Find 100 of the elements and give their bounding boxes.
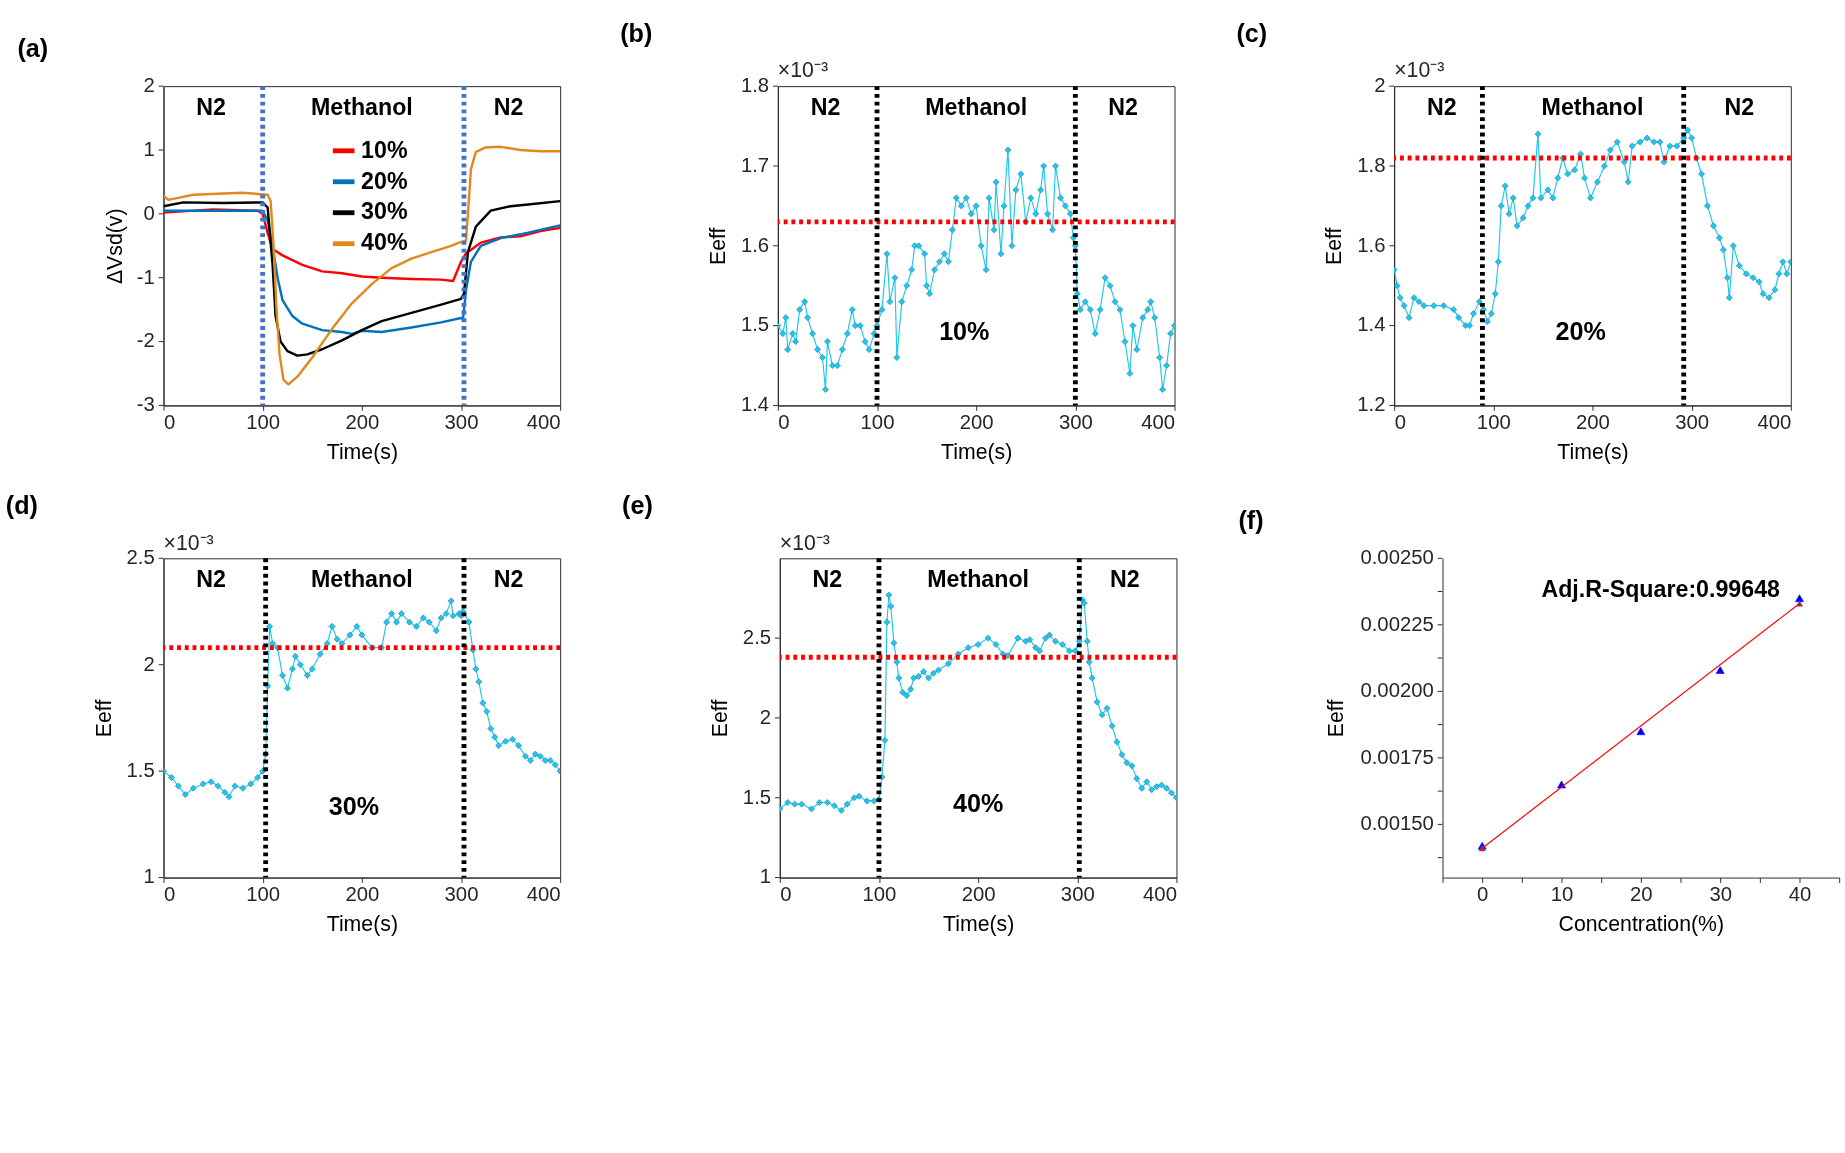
x-tick-label: 300	[1058, 411, 1093, 434]
chart-title: (f)	[1238, 506, 1264, 535]
annotation: N2	[493, 566, 524, 593]
y-tick-label: 1.8	[740, 73, 770, 96]
text: ×10⁻³	[1394, 58, 1445, 83]
x-tick-label: 400	[1757, 411, 1792, 434]
x-axis-title: Time(s)	[326, 440, 398, 465]
y-tick-label: 0.00225	[1360, 612, 1434, 635]
y-tick-label: 1.5	[126, 758, 155, 781]
x-tick-label: 300	[1675, 411, 1710, 434]
x-tick-label: 200	[345, 411, 380, 434]
x-axis-title: Time(s)	[326, 912, 398, 937]
x-tick-label: 400	[1141, 411, 1176, 434]
y-tick-label: 1.6	[740, 233, 770, 256]
x-tick-label: 200	[1576, 411, 1610, 434]
annotation: N2	[1108, 94, 1138, 121]
y-tick-label: 2.5	[742, 625, 772, 648]
legend-label: 20%	[361, 167, 408, 194]
y-tick-label: 1.4	[1357, 313, 1386, 336]
annotation: Methanol	[925, 94, 1028, 121]
x-axis-title: Time(s)	[941, 440, 1013, 465]
y-tick-label: -2	[136, 329, 155, 352]
y-tick-label: 0.00250	[1360, 546, 1434, 569]
x-tick-label: 20	[1630, 883, 1653, 906]
x-tick-label: 300	[444, 411, 479, 434]
annotation: N2	[493, 94, 524, 121]
annotation: N2	[1724, 94, 1755, 121]
y-axis-title: Eeff	[708, 699, 733, 738]
legend-label: 10%	[361, 136, 408, 163]
y-tick-label: 1.2	[1357, 393, 1386, 416]
annotation: 10%	[939, 316, 990, 345]
annotation: Methanol	[310, 94, 413, 121]
x-tick-label: 40	[1788, 883, 1812, 906]
x-tick-label: 200	[959, 411, 994, 434]
y-tick-label: 1.8	[1357, 153, 1386, 176]
y-axis-title: Eeff	[706, 227, 731, 266]
annotation: 40%	[952, 788, 1004, 817]
x-tick-label: 0	[163, 411, 176, 434]
annotation: N2	[196, 94, 226, 121]
annotation: 20%	[1555, 316, 1606, 345]
chart-title: (b)	[620, 18, 653, 47]
annotation: N2	[810, 94, 841, 121]
x-tick-label: 400	[526, 411, 561, 434]
chart-title: (e)	[622, 490, 653, 519]
chart-title: (a)	[17, 34, 49, 63]
chart-title: (d)	[5, 490, 38, 519]
x-axis-title: Time(s)	[1557, 440, 1629, 465]
x-tick-label: 100	[1476, 411, 1511, 434]
y-axis-title: ΔVsd(v)	[103, 208, 128, 285]
x-axis-title: Time(s)	[942, 912, 1015, 937]
legend-label: 40%	[361, 229, 408, 256]
x-tick-label: 200	[961, 883, 996, 906]
chart-title: (c)	[1236, 18, 1268, 47]
y-axis-title: Eeff	[1324, 699, 1349, 738]
y-tick-label: 2	[143, 652, 155, 675]
y-tick-label: 2.5	[126, 546, 155, 569]
x-tick-label: 400	[526, 883, 561, 906]
x-tick-label: 10	[1550, 883, 1574, 906]
legend-label: 30%	[361, 198, 408, 225]
annotation: Methanol	[310, 566, 413, 593]
x-tick-label: 100	[862, 883, 897, 906]
y-tick-label: 0.00200	[1360, 679, 1434, 702]
y-tick-label: 1	[143, 865, 155, 888]
annotation: Methanol	[1541, 94, 1644, 121]
y-tick-label: -3	[136, 393, 155, 416]
annotation: N2	[1426, 94, 1457, 121]
y-tick-label: -1	[136, 265, 155, 288]
x-tick-label: 100	[246, 883, 281, 906]
y-tick-label: 1.7	[740, 153, 770, 176]
annotation: N2	[812, 566, 843, 593]
annotation: N2	[196, 566, 226, 593]
y-tick-label: 1.6	[1357, 233, 1386, 256]
x-tick-label: 400	[1143, 883, 1177, 906]
annotation: Methanol	[927, 566, 1030, 593]
y-tick-label: 0.00150	[1360, 812, 1434, 835]
y-tick-label: 2	[143, 73, 155, 96]
text: ×10⁻³	[777, 58, 829, 83]
y-tick-label: 1	[759, 865, 772, 888]
x-tick-label: 0	[163, 883, 176, 906]
x-tick-label: 300	[1060, 883, 1095, 906]
annotation: Adj.R-Square:0.99648	[1541, 576, 1781, 602]
y-axis-title: Eeff	[1322, 227, 1347, 266]
y-tick-label: 2	[759, 705, 772, 728]
y-tick-label: 1.5	[740, 313, 770, 336]
y-tick-label: 0.00175	[1360, 745, 1434, 768]
y-tick-label: 1.4	[740, 393, 770, 416]
x-tick-label: 0	[1477, 883, 1489, 906]
y-axis-title: Eeff	[91, 699, 116, 738]
x-tick-label: 200	[345, 883, 380, 906]
y-tick-label: 0	[143, 201, 155, 224]
x-tick-label: 100	[860, 411, 895, 434]
x-tick-label: 0	[780, 883, 792, 906]
y-tick-label: 1.5	[742, 785, 772, 808]
x-tick-label: 0	[778, 411, 790, 434]
annotation: 30%	[328, 792, 380, 821]
text: ×10⁻³	[779, 530, 830, 555]
x-tick-label: 100	[246, 411, 281, 434]
y-tick-label: 2	[1374, 73, 1386, 96]
x-axis-title: Concentration(%)	[1558, 912, 1725, 937]
x-tick-label: 300	[444, 883, 479, 906]
